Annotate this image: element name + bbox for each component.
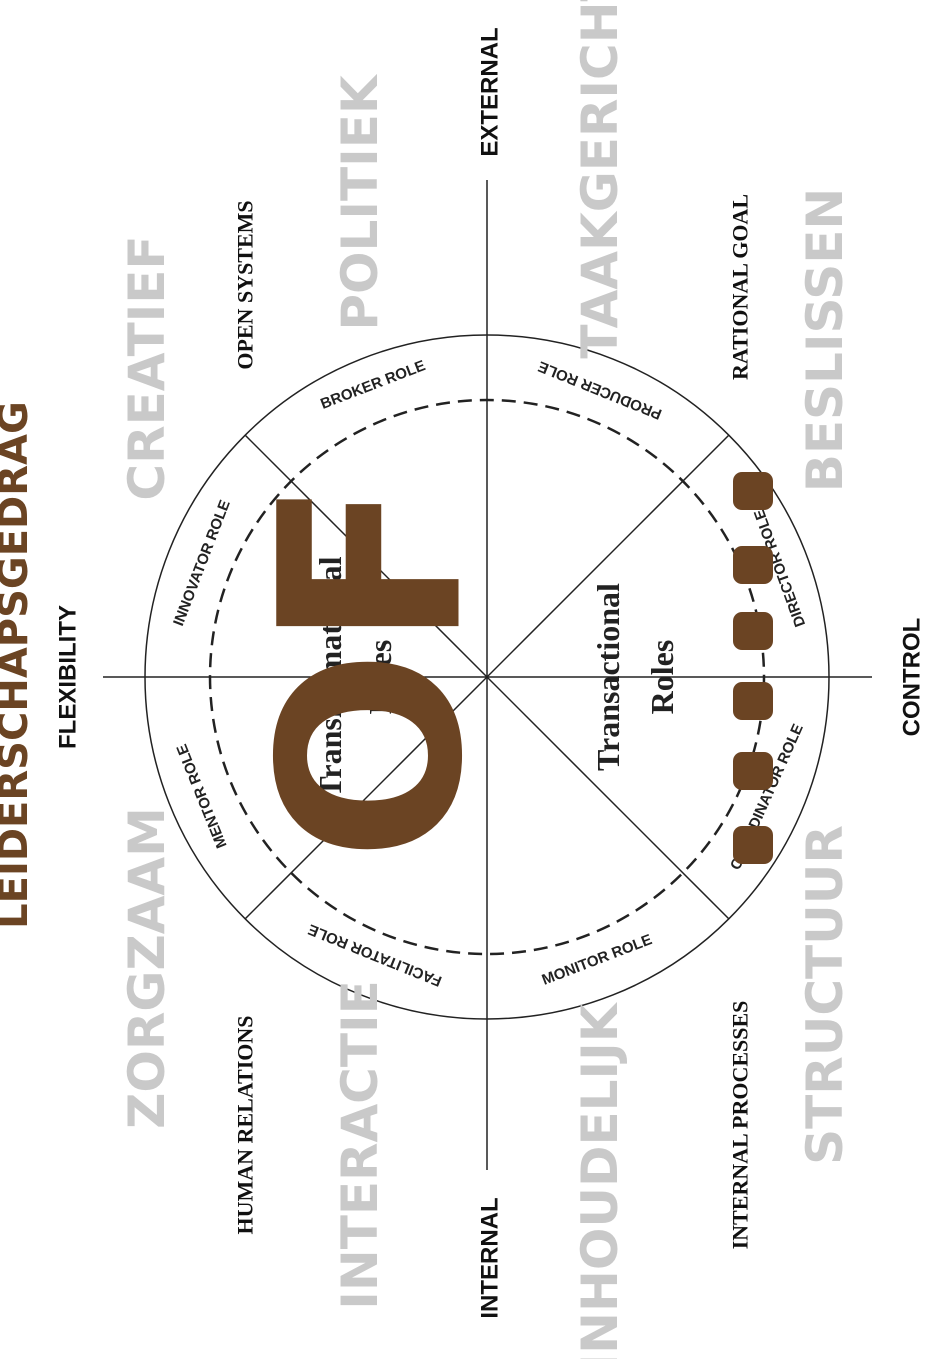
frame: [103, 180, 872, 1170]
group-label: Transformational: [312, 556, 348, 797]
overlay-dots: [733, 472, 773, 864]
group-label: Roles: [644, 640, 680, 715]
dot: [733, 546, 773, 584]
style-word: CREATIEF: [118, 235, 176, 500]
axis-label: INTERNAL: [477, 1197, 504, 1318]
divider: [244, 434, 730, 920]
dot: [733, 826, 773, 864]
group-label: Roles: [362, 640, 398, 715]
style-word: STRUCTUUR: [796, 825, 854, 1165]
model-label: HUMAN RELATIONS: [233, 1015, 258, 1234]
role-label: MENTOR ROLE: [173, 742, 230, 851]
model-label: RATIONAL GOAL: [728, 194, 753, 380]
group-label: Transactional: [590, 583, 626, 771]
style-word: ZORGZAAM: [118, 807, 176, 1129]
dot: [733, 752, 773, 790]
role-label: MONITOR ROLE: [540, 931, 655, 989]
model-label: INTERNAL PROCESSES: [728, 1001, 753, 1250]
style-word: INTERACTIE: [331, 980, 389, 1309]
overlay-text: OF: [227, 478, 518, 861]
dot: [733, 682, 773, 720]
role-label: PRODUCER ROLE: [536, 357, 664, 422]
axis-label: FLEXIBILITY: [55, 605, 82, 749]
dot: [733, 612, 773, 650]
outer-circle: [144, 334, 830, 1020]
style-word: POLITIEK: [331, 73, 389, 330]
title: LEIDERSCHAPSGEDRAG: [0, 401, 37, 929]
axis-label: EXTERNAL: [477, 27, 504, 156]
role-label: BROKER ROLE: [318, 357, 428, 413]
style-word: INHOUDELIJK: [571, 1001, 629, 1359]
dashed-circle: [208, 398, 766, 956]
dot: [733, 472, 773, 510]
role-label: INNOVATOR ROLE: [170, 498, 234, 629]
style-word: TAAKGERICHT: [571, 0, 629, 359]
style-word: BESLISSEN: [796, 188, 854, 493]
model-label: OPEN SYSTEMS: [233, 200, 258, 369]
axis-label: CONTROL: [899, 618, 926, 737]
